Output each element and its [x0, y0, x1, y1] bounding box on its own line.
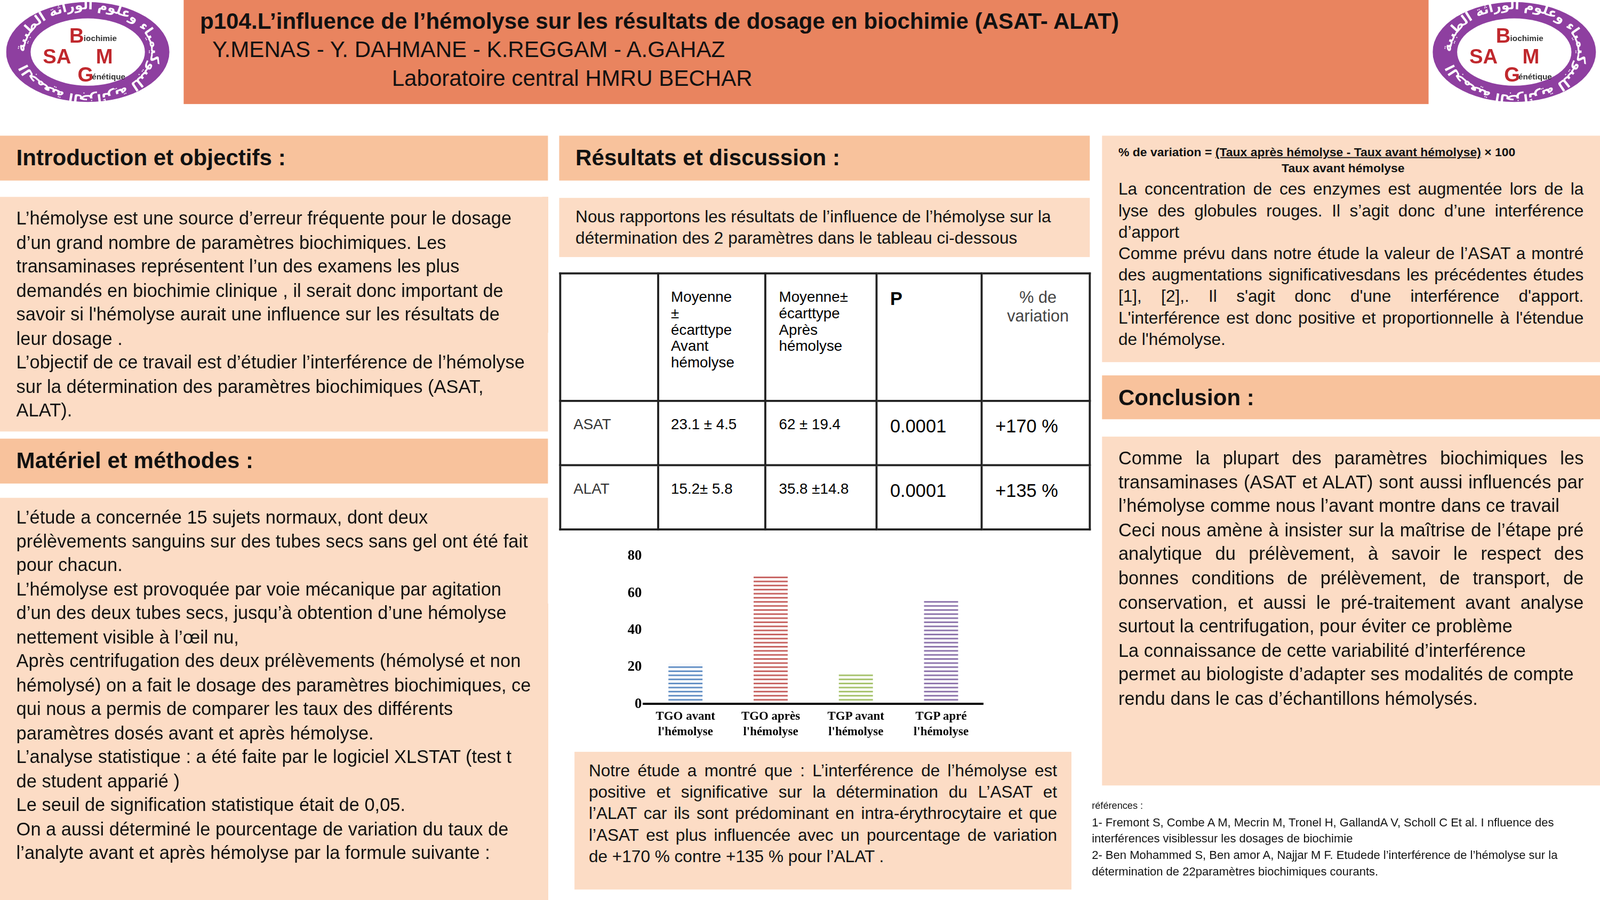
svg-text:0: 0	[634, 695, 642, 712]
html-text:Introduction et objectifs :: Introduction et objectifs :	[16, 144, 286, 171]
svg-text:énétique: énétique	[1518, 72, 1552, 82]
html-text:Matériel et méthodes :: Matériel et méthodes :	[16, 447, 254, 474]
svg-text:TGP aprél'hémolyse: TGP aprél'hémolyse	[913, 709, 969, 739]
svg-text:iochimie: iochimie	[1510, 33, 1544, 43]
html-text:L’hémolyse est une source d’er: L’hémolyse est une source d’erreur fréqu…	[16, 208, 512, 349]
html-text:Conclusion :: Conclusion :	[1118, 384, 1255, 411]
html-text:0.0001: 0.0001	[890, 480, 947, 502]
svg-text:énétique: énétique	[91, 72, 126, 82]
html-text:Notre étude a montré que : L’i: Notre étude a montré que : L’interférenc…	[588, 761, 1058, 866]
svg-text:SA: SA	[42, 44, 71, 68]
html-text:Laboratoire central HMRU BECHA: Laboratoire central HMRU BECHAR	[391, 65, 753, 91]
svg-text:80: 80	[627, 547, 643, 564]
html-text:Taux avant hémolyse: Taux avant hémolyse	[1281, 161, 1405, 176]
html-text:Nous rapportons les résultats: Nous rapportons les résultats de l’influ…	[575, 207, 1051, 247]
html-text:Moyenne± écarttype Après hémol: Moyenne± écarttype Après hémolyse	[778, 288, 848, 355]
svg-text:الجمعية الجزائرية للبيوكيمياء: الجمعية الجزائرية للبيوكيمياء وعلوم الور…	[12, 0, 164, 104]
svg-text:40: 40	[627, 621, 643, 638]
html-text:La concentration de ces enzyme: La concentration de ces enzymes est augm…	[1118, 179, 1584, 241]
svg-text:M: M	[1522, 44, 1540, 68]
html-text:Résultats et discussion :: Résultats et discussion :	[575, 144, 840, 171]
svg-text:M: M	[96, 44, 114, 68]
html-text:ASAT: ASAT	[573, 416, 612, 433]
html-text:Ceci nous amène à insister sur: Ceci nous amène à insister sur la maîtri…	[1118, 520, 1584, 637]
html-text:35.8 ±14.8: 35.8 ±14.8	[778, 480, 849, 497]
svg-text:B: B	[1496, 24, 1511, 47]
html-text:ALAT: ALAT	[573, 480, 610, 497]
html-text:Après centrifugation des deux: Après centrifugation des deux prélèvemen…	[16, 651, 531, 744]
html-text:23.1 ± 4.5: 23.1 ± 4.5	[670, 416, 737, 433]
svg-text:TGO avantl'hémolyse: TGO avantl'hémolyse	[655, 709, 716, 739]
html-text:L’objectif de ce travail est d: L’objectif de ce travail est d’étudier l…	[16, 352, 525, 421]
svg-text:الجمعية الجزائرية للبيوكيمياء: الجمعية الجزائرية للبيوكيمياء وعلوم الور…	[1438, 0, 1590, 104]
html-text:Comme la plupart des paramètre: Comme la plupart des paramètres biochimi…	[1118, 447, 1584, 517]
html-text:1- Fremont S, Combe A M, Mecri: 1- Fremont S, Combe A M, Mecrin M, Trone…	[1091, 816, 1554, 845]
html-text:Le seuil de signification stat: Le seuil de signification statistique ét…	[16, 794, 406, 816]
html-text:15.2± 5.8: 15.2± 5.8	[670, 480, 733, 497]
html-text:% de variation: % de variation	[1007, 288, 1069, 325]
html-text:62 ± 19.4: 62 ± 19.4	[778, 416, 841, 433]
html-text:Moyenne ± écarttype Avant hémo: Moyenne ± écarttype Avant hémolyse	[670, 288, 735, 371]
html-text:L’hémolyse est provoquée par v: L’hémolyse est provoquée par voie mécani…	[16, 579, 507, 648]
html-text:% de variation = (Taux après h: % de variation = (Taux après hémolyse - …	[1118, 144, 1516, 160]
html-text:2- Ben Mohammed S, Ben amor A,: 2- Ben Mohammed S, Ben amor A, Najjar M …	[1091, 848, 1558, 878]
html-text:P: P	[890, 288, 903, 310]
html-text:On a aussi déterminé le pource: On a aussi déterminé le pourcentage de v…	[16, 818, 509, 864]
svg-text:iochimie: iochimie	[83, 33, 117, 43]
html-text:Y.MENAS - Y. DAHMANE - K.REGGA: Y.MENAS - Y. DAHMANE - K.REGGAM - A.GAHA…	[212, 36, 725, 63]
svg-text:B: B	[69, 24, 85, 47]
svg-text:G: G	[1504, 62, 1520, 86]
html-text:+135 %: +135 %	[995, 480, 1059, 502]
html-text:Comme prévu dans notre étude l: Comme prévu dans notre étude la valeur d…	[1118, 243, 1584, 348]
svg-text:60: 60	[627, 584, 643, 601]
html-text:+170 %: +170 %	[995, 416, 1059, 437]
html-text:0.0001: 0.0001	[890, 416, 947, 437]
html-text:références :: références :	[1091, 800, 1144, 812]
html-text:L’étude a concernée 15 sujets: L’étude a concernée 15 sujets normaux, d…	[16, 507, 528, 576]
html-text:La connaissance de cette varia: La connaissance de cette variabilité d’i…	[1118, 640, 1574, 710]
html-text:L’analyse statistique : a été: L’analyse statistique : a été faite par …	[16, 746, 512, 792]
svg-text:TGP avantl'hémolyse: TGP avantl'hémolyse	[827, 709, 885, 739]
html-text:p104.L’influence de l’hémolyse: p104.L’influence de l’hémolyse sur les r…	[200, 8, 1119, 34]
svg-text:G: G	[77, 62, 94, 86]
svg-text:TGO aprèsl'hémolyse: TGO aprèsl'hémolyse	[741, 709, 800, 739]
svg-text:SA: SA	[1469, 44, 1498, 68]
svg-text:20: 20	[627, 658, 643, 675]
